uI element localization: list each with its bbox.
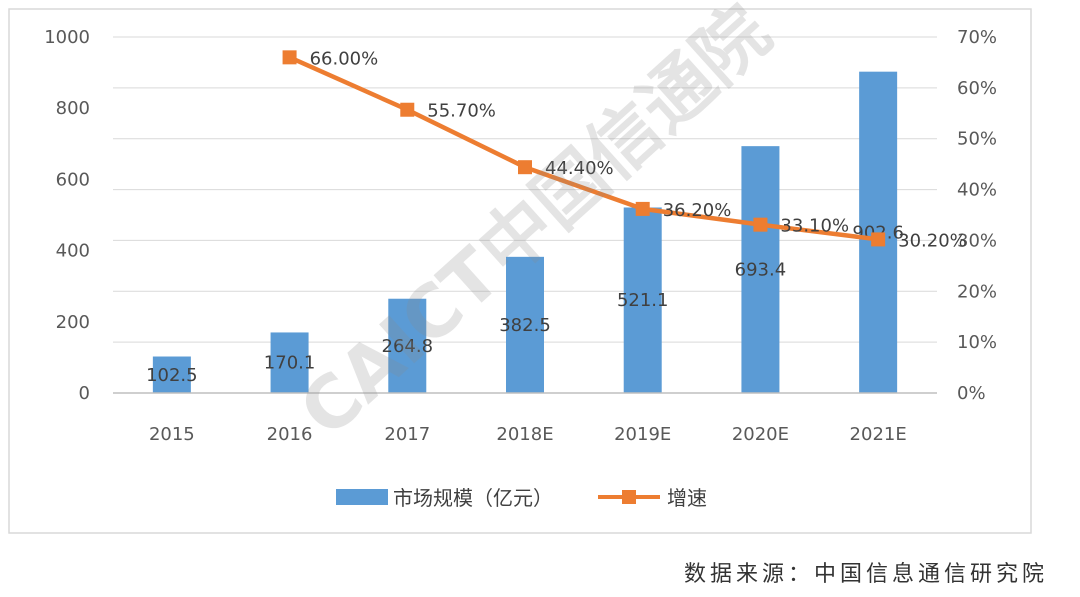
line-point-marker [400, 102, 415, 117]
left-axis-tick-label: 400 [56, 241, 90, 262]
line-data-label: 66.00% [310, 48, 379, 69]
line-data-labels: 66.00% 55.70% 44.40% 36.20% 33.10% 30.20% [310, 48, 967, 251]
bar [388, 298, 427, 393]
right-axis-tick-label: 40% [957, 180, 997, 201]
line-data-label: 44.40% [545, 158, 614, 179]
legend-line-label: 增速 [667, 486, 707, 510]
line-data-label: 55.70% [427, 101, 496, 122]
left-axis-tick-label: 0 [79, 383, 90, 404]
source-note: 数据来源：中国信息通信研究院 [684, 562, 1048, 587]
x-axis-tick-label: 2020E [732, 424, 789, 445]
x-axis-tick-label: 2016 [267, 424, 313, 445]
right-axis-tick-label: 30% [957, 230, 997, 251]
line-point-marker [753, 217, 768, 232]
bar [506, 256, 544, 393]
line-data-label: 36.20% [663, 200, 732, 221]
right-axis-tick-label: 50% [957, 129, 997, 150]
left-axis-tick-label: 1000 [44, 27, 90, 48]
x-axis: 2015 2016 2017 2018E 2019E 2020E 2021E [113, 392, 937, 445]
bar-series [152, 71, 898, 393]
legend-bar-label: 市场规模（亿元） [393, 486, 553, 510]
right-axis: 0% 10% 20% 30% 40% 50% 60% 70% [957, 27, 997, 404]
left-axis-tick-label: 600 [56, 169, 90, 190]
bar [270, 332, 309, 393]
legend: 市场规模（亿元） 增速 [336, 486, 707, 510]
line-data-label: 33.10% [780, 216, 849, 237]
x-axis-tick-label: 2019E [614, 424, 671, 445]
bar-data-label: 382.5 [499, 315, 551, 336]
line-data-label: 30.20% [898, 230, 967, 251]
right-axis-tick-label: 70% [957, 27, 997, 48]
bar-data-label: 693.4 [735, 260, 787, 281]
right-axis-tick-label: 0% [957, 383, 986, 404]
bar [152, 356, 191, 393]
growth-line [288, 55, 879, 242]
x-axis-tick-label: 2021E [850, 424, 907, 445]
bar-data-label: 264.8 [382, 336, 434, 357]
legend-bar-swatch [336, 489, 388, 505]
right-axis-tick-label: 20% [957, 281, 997, 302]
left-axis: 0 200 400 600 800 1000 [44, 27, 90, 404]
line-point-marker [518, 160, 532, 175]
legend-line-marker [622, 490, 636, 504]
line-point-marker [635, 201, 650, 216]
bar [623, 207, 662, 393]
right-axis-tick-label: 10% [957, 332, 997, 353]
line-point-marker [282, 50, 297, 65]
left-axis-tick-label: 800 [56, 98, 90, 119]
x-axis-tick-label: 2017 [384, 424, 430, 445]
left-axis-tick-label: 200 [56, 312, 90, 333]
x-axis-tick-label: 2015 [149, 424, 195, 445]
right-axis-tick-label: 60% [957, 78, 997, 99]
x-axis-tick-label: 2018E [496, 424, 553, 445]
bar [741, 146, 780, 393]
bar [859, 71, 898, 393]
bar-data-label: 170.1 [264, 353, 316, 374]
bar-data-label: 102.5 [146, 365, 198, 386]
bar-data-label: 521.1 [617, 290, 669, 311]
line-series [282, 50, 886, 247]
line-point-marker [871, 232, 886, 247]
